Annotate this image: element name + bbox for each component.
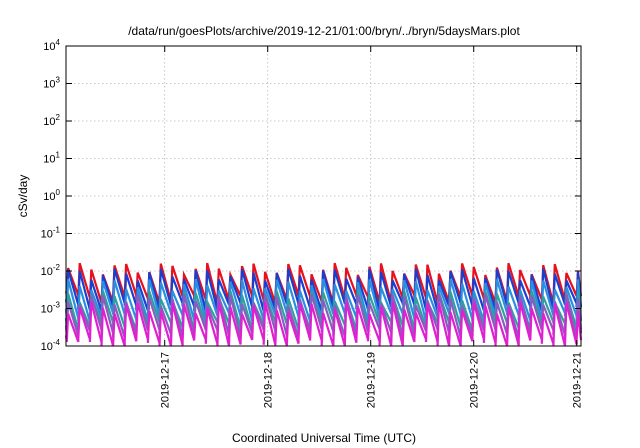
y-tick-label: 101 [43,151,60,166]
y-tick-label: 10-3 [41,301,61,316]
y-tick-label: 103 [43,76,60,91]
y-axis-ticks: 10-4 10-3 10-2 10-1 100 101 102 103 104 [41,38,581,353]
y-tick-label: 102 [43,113,60,128]
y-tick-label: 10-4 [41,338,61,353]
x-tick-label: 2019-12-20 [469,352,481,408]
y-tick-label: 100 [43,188,60,203]
x-axis-label: Coordinated Universal Time (UTC) [232,431,416,445]
series-layer [64,262,583,347]
chart-title: /data/run/goesPlots/archive/2019-12-21/0… [128,24,520,38]
x-tick-label: 2019-12-18 [263,352,275,408]
y-tick-label: 10-1 [41,226,61,241]
x-tick-label: 2019-12-17 [160,352,172,408]
y-tick-label: 104 [43,38,60,53]
x-tick-label: 2019-12-21 [572,352,584,408]
y-tick-label: 10-2 [41,263,61,278]
x-axis-ticks: 2019-12-17 2019-12-18 2019-12-19 2019-12-20… [160,46,584,408]
y-axis-label: cSv/day [16,175,30,218]
x-tick-label: 2019-12-19 [366,352,378,408]
